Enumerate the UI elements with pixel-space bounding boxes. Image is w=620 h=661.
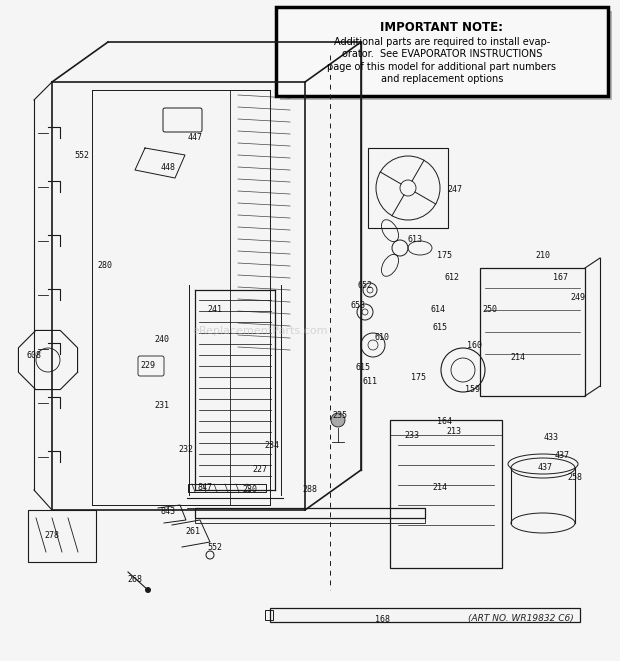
Text: 447: 447: [187, 134, 203, 143]
Text: 608: 608: [27, 350, 42, 360]
Text: 164: 164: [436, 418, 451, 426]
Text: 433: 433: [544, 434, 559, 442]
Text: 652: 652: [358, 280, 373, 290]
Text: Additional parts are required to install evap-: Additional parts are required to install…: [334, 36, 550, 47]
Text: 843: 843: [161, 508, 175, 516]
Text: 241: 241: [208, 305, 223, 315]
Text: 240: 240: [154, 336, 169, 344]
Text: 175: 175: [410, 373, 425, 383]
Text: orator.  See EVAPORATOR INSTRUCTIONS: orator. See EVAPORATOR INSTRUCTIONS: [342, 49, 542, 59]
Text: 448: 448: [161, 163, 175, 173]
Circle shape: [331, 413, 345, 427]
Text: 213: 213: [446, 428, 461, 436]
Text: 210: 210: [536, 251, 551, 260]
Text: eReplacementParts.com: eReplacementParts.com: [193, 325, 328, 336]
Text: 160: 160: [467, 340, 482, 350]
Bar: [368, 148, 448, 228]
Text: 247: 247: [448, 186, 463, 194]
Text: (ART NO. WR19832 C6): (ART NO. WR19832 C6): [468, 613, 574, 623]
Text: 278: 278: [45, 531, 60, 539]
Text: 268: 268: [128, 576, 143, 584]
Bar: [270, 608, 580, 622]
Text: 552: 552: [208, 543, 223, 553]
Text: 167: 167: [552, 274, 567, 282]
Circle shape: [145, 587, 151, 593]
Text: 847: 847: [198, 483, 213, 492]
Text: 214: 214: [510, 354, 526, 362]
Bar: [480, 268, 585, 396]
Bar: [390, 420, 502, 568]
Text: 613: 613: [407, 235, 422, 245]
Text: 611: 611: [363, 377, 378, 387]
FancyBboxPatch shape: [276, 7, 608, 96]
Text: 261: 261: [185, 527, 200, 537]
Text: 233: 233: [404, 430, 420, 440]
Text: 280: 280: [97, 260, 112, 270]
Text: 214: 214: [433, 483, 448, 492]
Text: 175: 175: [438, 251, 453, 260]
Bar: [195, 518, 425, 523]
Text: 288: 288: [303, 485, 317, 494]
Text: 235: 235: [332, 410, 347, 420]
Bar: [265, 610, 273, 620]
Text: 234: 234: [265, 440, 280, 449]
Text: 614: 614: [430, 305, 446, 315]
Text: 437: 437: [538, 463, 552, 473]
Text: 250: 250: [482, 305, 497, 315]
Text: IMPORTANT NOTE:: IMPORTANT NOTE:: [380, 20, 503, 34]
Text: 227: 227: [252, 465, 267, 475]
Text: 230: 230: [242, 485, 257, 494]
Text: 653: 653: [350, 301, 366, 309]
FancyBboxPatch shape: [280, 11, 611, 100]
Text: 159: 159: [464, 385, 479, 395]
Text: 615: 615: [355, 364, 371, 373]
Text: 232: 232: [179, 446, 193, 455]
Bar: [28, 510, 96, 562]
Bar: [195, 508, 425, 518]
Text: page of this model for additional part numbers: page of this model for additional part n…: [327, 61, 556, 71]
Text: 249: 249: [570, 293, 585, 303]
Text: 612: 612: [445, 274, 459, 282]
Text: 610: 610: [374, 334, 389, 342]
Text: and replacement options: and replacement options: [381, 74, 503, 84]
Bar: [188, 484, 266, 492]
Text: 231: 231: [154, 401, 169, 410]
Text: 168: 168: [374, 615, 389, 625]
Text: 229: 229: [141, 360, 156, 369]
Text: 552: 552: [74, 151, 89, 159]
Text: 258: 258: [567, 473, 583, 483]
Text: 615: 615: [433, 323, 448, 332]
Text: 437: 437: [554, 451, 570, 459]
